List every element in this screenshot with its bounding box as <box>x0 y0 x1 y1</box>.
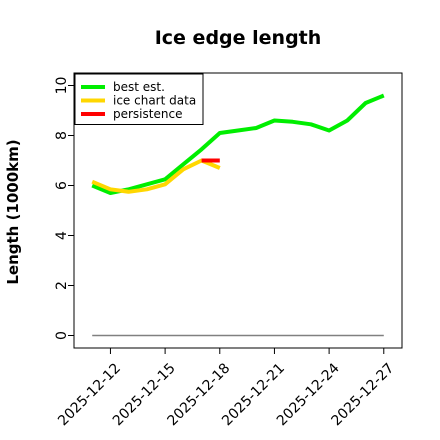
y-tick-label: 6 <box>54 181 70 190</box>
y-tick-label: 2 <box>54 281 70 290</box>
y-tick-label: 8 <box>54 131 70 140</box>
legend-entry-label: ice chart data <box>113 94 196 108</box>
chart-title: Ice edge length <box>155 27 322 49</box>
axes-layer: 02468102025-12-122025-12-152025-12-18202… <box>54 77 397 430</box>
plot-area-frame <box>73 72 403 349</box>
y-tick-label: 4 <box>54 231 70 240</box>
legend-entry-label: persistence <box>113 107 182 121</box>
legend-entry-label: best est. <box>113 80 165 94</box>
y-axis-label: Length (1000km) <box>4 139 22 284</box>
y-tick-label: 10 <box>54 77 70 95</box>
y-tick-label: 0 <box>54 331 70 340</box>
series-line-best-est- <box>91 93 385 195</box>
series-line-ice-chart-data <box>91 158 221 194</box>
series-layer <box>91 93 385 337</box>
